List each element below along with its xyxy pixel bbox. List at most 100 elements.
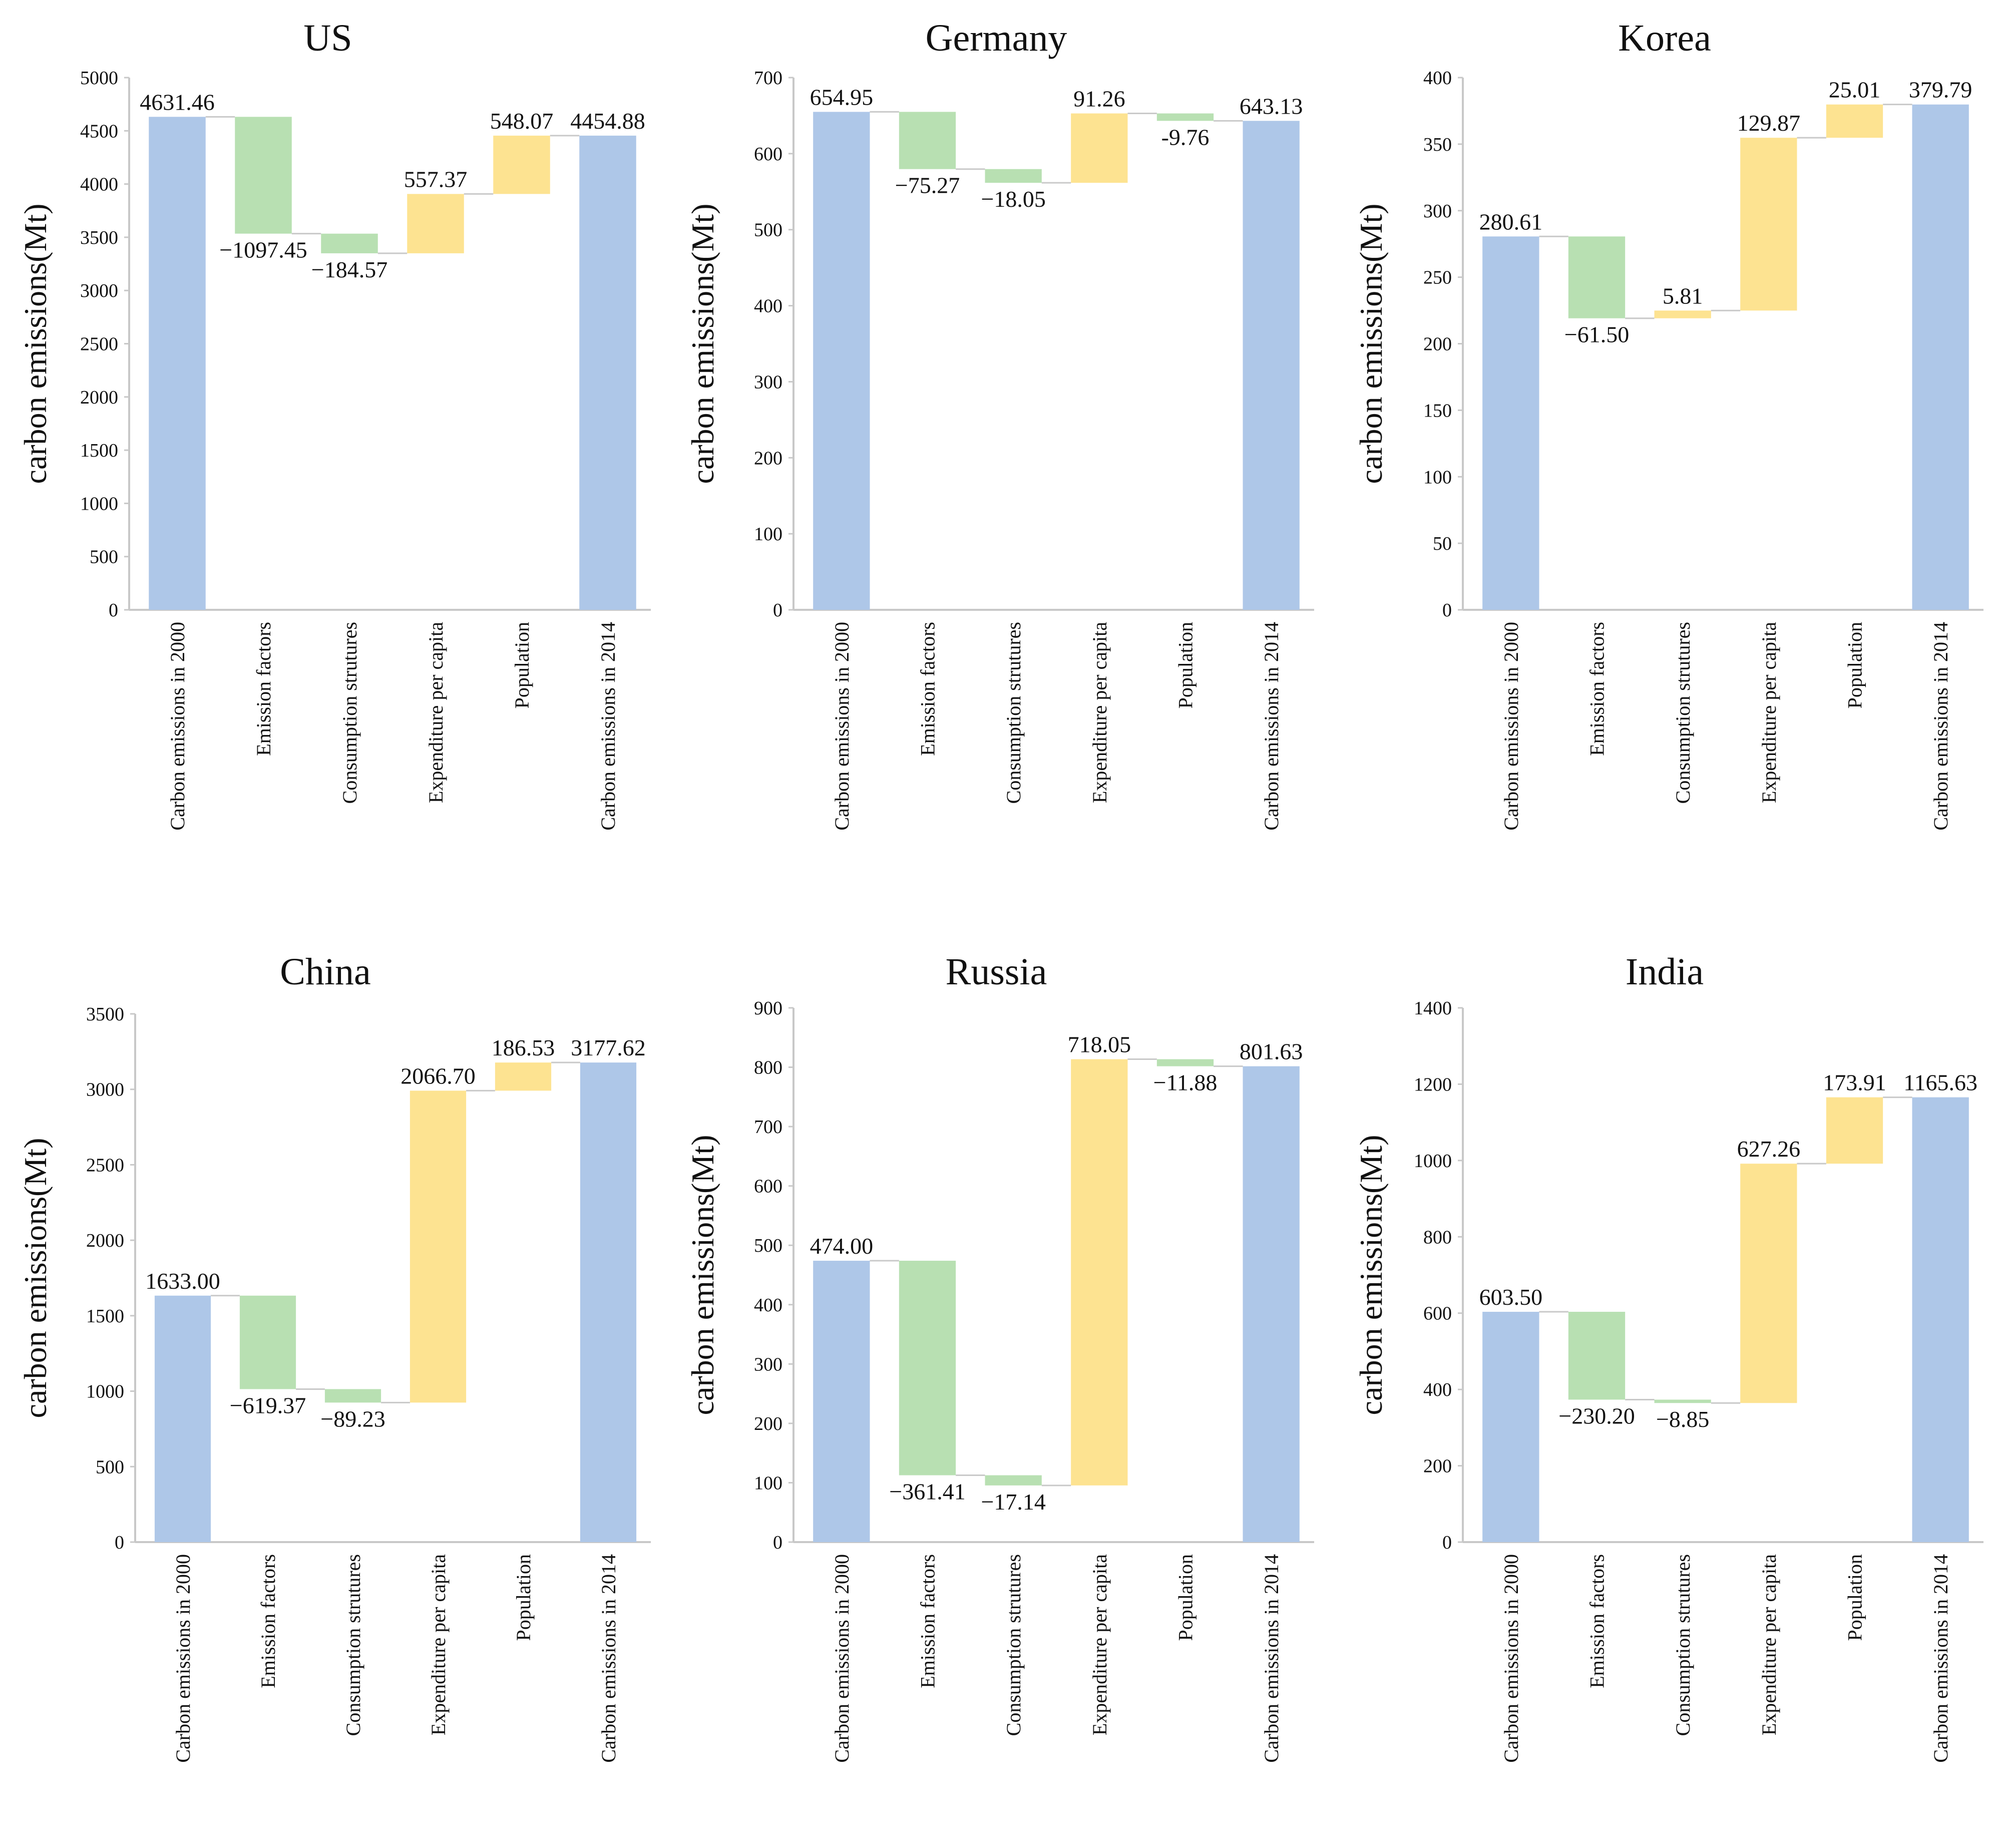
y-tick-label: 3500	[80, 227, 118, 248]
y-tick-label: 150	[1423, 400, 1452, 421]
data-label: 548.07	[490, 108, 554, 134]
data-label: 1165.63	[1903, 1070, 1977, 1095]
category-label: Consumption strutures	[1002, 622, 1025, 804]
waterfall-bar-increase	[495, 1062, 552, 1091]
y-tick-label: 350	[1423, 134, 1452, 155]
y-tick-label: 1200	[1414, 1074, 1452, 1095]
chart-title: India	[1626, 951, 1704, 993]
waterfall-bar-total	[1912, 104, 1969, 610]
data-label: 2066.70	[401, 1063, 476, 1088]
waterfall-bar-increase	[410, 1090, 467, 1403]
y-tick-label: 200	[1423, 334, 1452, 355]
y-tick-label: 3000	[86, 1079, 124, 1100]
waterfall-bar-increase	[1826, 104, 1883, 138]
data-label: 186.53	[492, 1035, 555, 1060]
chart-panel-germany: Germany carbon emissions(Mt) 0 100 200 300 400…	[685, 17, 1314, 831]
data-label: 173.91	[1823, 1070, 1886, 1095]
waterfall-bar-total	[1243, 121, 1300, 610]
y-tick-label: 1500	[80, 440, 118, 461]
data-label: 5.81	[1663, 283, 1703, 308]
data-label: 1633.00	[145, 1268, 220, 1294]
data-label: 4631.46	[140, 89, 215, 115]
waterfall-bar-increase	[1071, 113, 1128, 183]
waterfall-bar-total	[579, 135, 636, 610]
category-label: Carbon emissions in 2014	[1929, 1554, 1952, 1763]
y-tick-label: 600	[754, 1176, 782, 1197]
chart-title: Korea	[1618, 17, 1711, 59]
waterfall-bar-increase	[1654, 310, 1711, 318]
waterfall-bar-decrease	[899, 112, 956, 169]
waterfall-bar-increase	[407, 194, 464, 253]
waterfall-bar-decrease	[324, 1389, 381, 1403]
category-label: Carbon emissions in 2000	[831, 622, 853, 831]
data-label: −11.88	[1153, 1070, 1218, 1095]
y-tick-label: 50	[1433, 533, 1452, 554]
y-tick-label: 0	[773, 1532, 782, 1553]
data-label: 654.95	[810, 84, 874, 110]
data-label: −17.14	[981, 1489, 1045, 1515]
category-label: Expenditure per capita	[1088, 622, 1111, 803]
y-tick-label: 600	[754, 144, 782, 165]
waterfall-bar-total	[580, 1062, 637, 1542]
y-tick-label: 100	[754, 524, 782, 545]
category-label: Population	[512, 1554, 535, 1641]
data-label: 3177.62	[571, 1035, 646, 1060]
category-label: Expenditure per capita	[427, 1554, 450, 1735]
category-label: Carbon emissions in 2000	[166, 622, 189, 831]
waterfall-bar-increase	[1740, 1164, 1797, 1403]
category-label: Population	[511, 622, 533, 708]
data-label: −75.27	[895, 173, 960, 198]
data-label: -9.76	[1161, 124, 1210, 150]
y-tick-label: 200	[1423, 1456, 1452, 1477]
waterfall-bar-decrease	[1654, 1399, 1711, 1403]
y-tick-label: 1000	[86, 1381, 124, 1402]
data-label: −61.50	[1564, 322, 1629, 347]
y-tick-label: 3000	[80, 280, 118, 301]
y-tick-label: 2500	[86, 1155, 124, 1176]
category-label: Carbon emissions in 2014	[597, 1554, 620, 1763]
y-tick-label: 0	[115, 1532, 124, 1553]
data-label: 557.37	[404, 166, 468, 192]
waterfall-bar-total	[149, 117, 206, 610]
data-label: 627.26	[1737, 1136, 1801, 1162]
waterfall-bar-decrease	[985, 169, 1042, 183]
data-label: 603.50	[1479, 1284, 1543, 1310]
y-tick-label: 800	[754, 1057, 782, 1078]
y-tick-label: 100	[1423, 467, 1452, 488]
y-tick-label: 3500	[86, 1004, 124, 1025]
y-tick-label: 2000	[80, 387, 118, 408]
waterfall-bar-decrease	[1568, 1312, 1626, 1400]
waterfall-bar-total	[1912, 1097, 1969, 1542]
y-tick-label: 900	[754, 998, 782, 1019]
chart-panel-india: India carbon emissions(Mt) 0 200 400 600 800 10…	[1353, 951, 1983, 1763]
category-label: Emission factors	[1586, 622, 1609, 756]
category-label: Population	[1844, 1554, 1866, 1641]
category-label: Population	[1174, 1554, 1197, 1641]
category-label: Consumption strutures	[1672, 622, 1694, 804]
y-axis-label: carbon emissions(Mt)	[685, 1135, 720, 1415]
data-label: −361.41	[889, 1479, 965, 1505]
y-tick-label: 100	[754, 1472, 782, 1494]
data-label: 474.00	[810, 1233, 874, 1259]
y-tick-label: 4500	[80, 121, 118, 142]
data-label: 91.26	[1073, 86, 1125, 112]
waterfall-bar-decrease	[1156, 113, 1214, 121]
y-axis-label: carbon emissions(Mt)	[1353, 204, 1389, 484]
y-tick-label: 300	[754, 1354, 782, 1375]
waterfall-bar-decrease	[985, 1475, 1042, 1486]
waterfall-bar-decrease	[321, 233, 378, 253]
category-label: Consumption strutures	[342, 1554, 364, 1736]
y-tick-label: 700	[754, 68, 782, 89]
data-label: −89.23	[320, 1406, 385, 1431]
waterfall-bar-increase	[1071, 1059, 1128, 1486]
data-label: 25.01	[1829, 77, 1881, 103]
waterfall-bar-decrease	[1568, 236, 1626, 318]
data-label: 280.61	[1479, 209, 1543, 234]
waterfall-bar-increase	[1740, 138, 1797, 311]
y-tick-label: 400	[1423, 1379, 1452, 1400]
y-tick-label: 0	[773, 600, 782, 621]
y-tick-label: 600	[1423, 1303, 1452, 1324]
y-tick-label: 500	[754, 220, 782, 241]
category-label: Consumption strutures	[338, 622, 361, 804]
chart-title: Germany	[926, 17, 1067, 59]
